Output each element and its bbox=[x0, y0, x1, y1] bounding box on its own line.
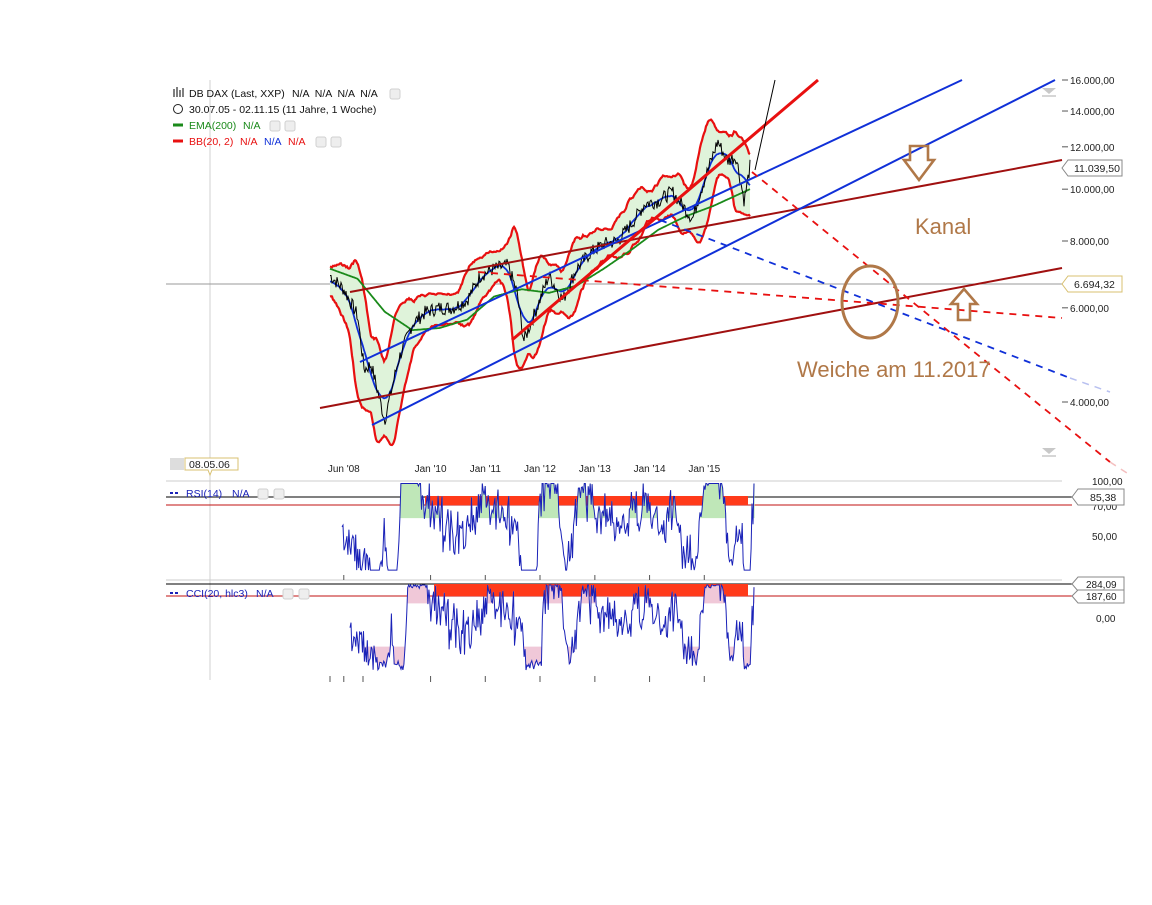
date-tick-label: Jun '08 bbox=[328, 464, 360, 475]
rsi-line bbox=[341, 482, 755, 571]
price-axis: 16.000,00 14.000,00 12.000,00 10.000,00 8.00… bbox=[1062, 76, 1115, 409]
rsi-value: N/A bbox=[232, 488, 250, 500]
legend-bb-value-1: N/A bbox=[240, 136, 258, 148]
price-line bbox=[330, 139, 751, 425]
bollinger-fill bbox=[330, 119, 750, 445]
annotation-kanal: Kanal bbox=[915, 214, 971, 239]
price-tick-label: 10.000,00 bbox=[1070, 185, 1115, 196]
arrow-up-icon bbox=[948, 287, 980, 322]
legend-ema-value: N/A bbox=[243, 120, 261, 132]
legend-bb-value-2: N/A bbox=[264, 136, 282, 148]
dashed-blue-down bbox=[659, 219, 1071, 379]
svg-text:85,38: 85,38 bbox=[1090, 492, 1116, 504]
svg-text:11.039,50: 11.039,50 bbox=[1074, 163, 1120, 175]
legend-bb-label: BB(20, 2) bbox=[189, 136, 233, 148]
cci-fill bbox=[351, 585, 755, 670]
channel-lower-line bbox=[319, 267, 1063, 409]
dashed-blue-fade bbox=[1069, 377, 1111, 393]
cci-label: CCI(20, hlc3) bbox=[186, 588, 248, 600]
scroll-down-icon[interactable] bbox=[1042, 448, 1056, 454]
rsi-settings-icon[interactable] bbox=[257, 488, 269, 500]
dashed-red-down bbox=[751, 171, 1111, 463]
date-tick-label: Jan '13 bbox=[579, 464, 611, 475]
legend-period: 30.07.05 - 02.11.15 (11 Jahre, 1 Woche) bbox=[189, 104, 376, 116]
cci-tick-187-badge: 187,60 bbox=[1071, 589, 1125, 604]
cci-panel: CCI(20, hlc3) N/A 284,09 187,60 0,00 bbox=[166, 576, 1125, 672]
cci-tick-0: 0,00 bbox=[1096, 614, 1116, 625]
svg-text:08.05.06: 08.05.06 bbox=[189, 459, 230, 471]
bb-close-icon[interactable] bbox=[330, 136, 342, 148]
rsi-close-icon[interactable] bbox=[273, 488, 285, 500]
rsi-tick-70: 70,00 bbox=[1092, 502, 1117, 513]
clock-icon bbox=[173, 104, 183, 114]
arrow-down-icon bbox=[901, 144, 937, 183]
rsi-tick-100: 100,00 bbox=[1092, 477, 1123, 488]
channel-upper-line bbox=[349, 159, 1063, 293]
trend-line-black bbox=[754, 79, 776, 171]
cci-line bbox=[349, 583, 755, 672]
legend-instrument-values: N/A N/A N/A N/A bbox=[292, 88, 378, 100]
legend-ema-label: EMA(200) bbox=[189, 120, 236, 132]
price-tick-label: 12.000,00 bbox=[1070, 143, 1115, 154]
date-tick-label: Jan '10 bbox=[415, 464, 447, 475]
date-tick-label: Jan '11 bbox=[470, 464, 502, 475]
ema-settings-icon[interactable] bbox=[269, 120, 281, 132]
date-axis: Jun '08 Jan '10 Jan '11 Jan '12 Jan '13 Jan '… bbox=[328, 464, 721, 475]
bottom-date-ticks bbox=[329, 575, 705, 682]
candle-icon bbox=[173, 87, 184, 97]
rsi-panel: RSI(14) N/A 100,00 70,00 50,00 85,38 bbox=[166, 477, 1125, 571]
cci-settings-icon[interactable] bbox=[282, 588, 294, 600]
svg-text:6.694,32: 6.694,32 bbox=[1074, 279, 1115, 291]
trend-line-blue-1 bbox=[371, 79, 1056, 426]
last-price-badge: 11.039,50 bbox=[1061, 159, 1123, 177]
date-tick-label: Jan '12 bbox=[524, 464, 556, 475]
cci-close-icon[interactable] bbox=[298, 588, 310, 600]
legend-instrument: DB DAX (Last, XXP) bbox=[189, 88, 285, 100]
price-tick-label: 14.000,00 bbox=[1070, 107, 1115, 118]
date-tick-label: Jan '14 bbox=[634, 464, 666, 475]
price-tick-label: 6.000,00 bbox=[1070, 304, 1109, 315]
cci-tick-284-badge: 284,09 bbox=[1071, 576, 1125, 592]
price-tick-label: 8.000,00 bbox=[1070, 237, 1109, 248]
dashed-red-fade bbox=[1109, 461, 1131, 476]
cci-value: N/A bbox=[256, 588, 274, 600]
scroll-up-icon[interactable] bbox=[1042, 88, 1056, 94]
price-tick-label: 16.000,00 bbox=[1070, 76, 1115, 87]
dashed-red-support bbox=[477, 271, 1063, 319]
settings-icon[interactable] bbox=[389, 88, 401, 100]
ema-200-line bbox=[329, 188, 751, 332]
annotation-weiche: Weiche am 11.2017 bbox=[797, 357, 991, 382]
rsi-tick-50: 50,00 bbox=[1092, 532, 1117, 543]
bb-settings-icon[interactable] bbox=[315, 136, 327, 148]
rsi-last-badge: 85,38 bbox=[1071, 488, 1125, 506]
crosshair-date-badge: 08.05.06 bbox=[170, 457, 239, 477]
trend-line-red-steep bbox=[511, 78, 819, 342]
rsi-label: RSI(14) bbox=[186, 488, 222, 500]
date-tick-label: Jan '15 bbox=[688, 464, 720, 475]
legend: DB DAX (Last, XXP) N/A N/A N/A N/A 30.07… bbox=[173, 87, 401, 148]
svg-text:187,60: 187,60 bbox=[1086, 592, 1117, 603]
ema-close-icon[interactable] bbox=[284, 120, 296, 132]
svg-text:284,09: 284,09 bbox=[1086, 580, 1117, 591]
legend-bb-value-3: N/A bbox=[288, 136, 306, 148]
crosshair-price-badge: 6.694,32 bbox=[1061, 275, 1123, 293]
highlight-ellipse bbox=[840, 264, 900, 340]
price-tick-label: 4.000,00 bbox=[1070, 398, 1109, 409]
